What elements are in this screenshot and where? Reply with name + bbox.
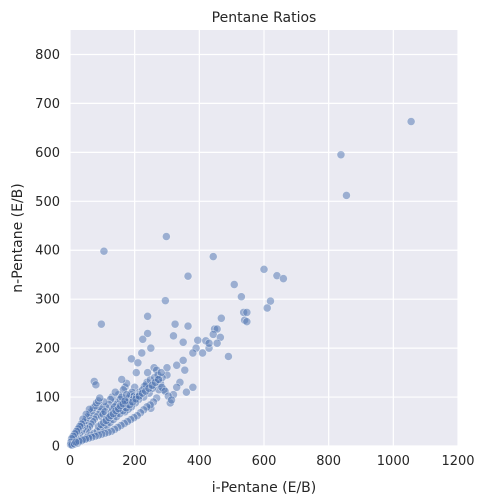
x-tick-labels: 0 200 400 600 800 1000 1200: [66, 454, 475, 469]
data-point: [97, 319, 106, 329]
data-point: [279, 274, 288, 283]
data-point: [172, 360, 181, 370]
data-point: [137, 348, 147, 358]
y-tick-label: 100: [35, 391, 60, 406]
data-point: [188, 382, 198, 392]
data-point: [127, 354, 136, 364]
y-tick-label: 800: [35, 48, 60, 63]
data-point: [259, 265, 269, 274]
data-point: [406, 117, 416, 126]
y-tick-label: 300: [35, 293, 60, 308]
chart-title: Pentane Ratios: [212, 10, 317, 26]
data-point: [120, 396, 130, 406]
data-point: [188, 348, 198, 358]
x-tick-label: 200: [122, 454, 147, 469]
data-point: [208, 252, 218, 261]
y-tick-label: 400: [35, 244, 60, 259]
data-point: [91, 380, 101, 390]
data-point: [182, 387, 191, 397]
x-tick-label: 600: [252, 454, 277, 469]
data-point: [262, 303, 272, 313]
data-point: [217, 313, 226, 323]
data-point: [161, 296, 170, 305]
data-point: [154, 375, 163, 384]
x-tick-label: 1200: [441, 454, 474, 469]
data-point: [198, 348, 207, 358]
data-point: [336, 150, 346, 160]
y-tick-label: 0: [52, 440, 60, 455]
y-tick-label: 700: [35, 97, 60, 112]
data-point: [237, 292, 246, 302]
data-point: [117, 375, 127, 384]
data-point: [172, 382, 181, 392]
y-tick-labels: 0 100 200 300 400 500 600 700 800: [35, 48, 60, 455]
data-point: [170, 319, 180, 329]
data-point: [146, 343, 156, 353]
data-point: [110, 387, 120, 397]
x-tick-label: 0: [66, 454, 74, 469]
data-point: [162, 363, 172, 372]
data-point: [169, 331, 178, 341]
data-point: [162, 232, 171, 241]
x-tick-label: 1000: [377, 454, 410, 469]
data-point: [143, 329, 152, 338]
data-point: [242, 308, 252, 317]
data-point: [242, 317, 252, 326]
data-point: [131, 368, 141, 377]
data-points: [66, 117, 416, 450]
data-point: [167, 395, 176, 405]
data-point: [266, 296, 275, 306]
x-axis-label: i-Pentane (E/B): [212, 480, 316, 496]
data-point: [229, 280, 239, 289]
y-tick-label: 500: [35, 195, 60, 210]
data-point: [178, 356, 188, 365]
data-point: [95, 393, 105, 403]
data-point: [180, 365, 190, 375]
data-point: [133, 358, 143, 368]
data-point: [342, 191, 351, 200]
data-point: [224, 352, 233, 361]
y-tick-label: 200: [35, 342, 60, 357]
data-point: [138, 335, 148, 344]
y-tick-label: 600: [35, 146, 60, 161]
data-point: [99, 246, 109, 256]
data-point: [183, 271, 193, 281]
data-point: [143, 312, 152, 321]
x-tick-label: 400: [187, 454, 212, 469]
data-point: [208, 330, 218, 339]
data-point: [178, 337, 188, 347]
data-point: [193, 335, 203, 345]
data-point: [212, 338, 222, 348]
data-point: [71, 437, 81, 447]
x-tick-label: 800: [316, 454, 341, 469]
y-axis-label: n-Pentane (E/B): [10, 183, 26, 292]
data-point: [183, 321, 193, 331]
data-point: [204, 338, 214, 348]
